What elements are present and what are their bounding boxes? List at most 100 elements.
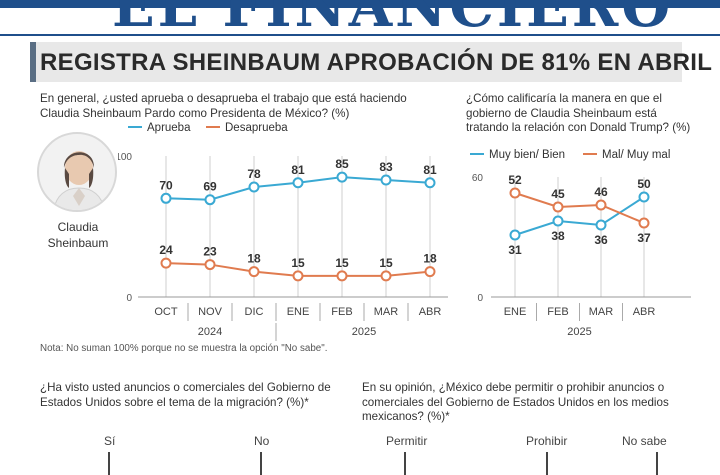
headline: REGISTRA SHEINBAUM APROBACIÓN DE 81% EN … (40, 49, 713, 76)
data-point (292, 177, 304, 189)
data-point (292, 270, 304, 282)
approval-chart: 0 100 OCT NOV DIC ENE FEB MAR ABR 2024 2025 70 69 78 8… (118, 152, 448, 341)
q4-question: En su opinión, ¿México debe permitir o p… (362, 381, 669, 423)
x-tick-label: MAR (589, 306, 614, 318)
data-label: 81 (291, 163, 305, 177)
x-tick-label: MAR (374, 306, 399, 318)
data-label: 69 (203, 180, 217, 194)
data-label: 78 (247, 167, 261, 181)
q3-question: ¿Ha visto usted anuncios o comerciales d… (40, 381, 331, 409)
data-label: 24 (159, 243, 173, 257)
data-point (160, 192, 172, 204)
q4-option-no-sabe-stem (656, 452, 658, 475)
series-line (514, 192, 645, 224)
y-tick-label: 0 (126, 293, 132, 304)
legend-label: Muy bien/ Bien (489, 149, 566, 161)
x-tick-label: NOV (198, 306, 223, 318)
q2-legend-mal: Mal/ Muy mal (583, 149, 670, 161)
data-point (552, 215, 564, 227)
legend-label: Mal/ Muy mal (602, 149, 671, 161)
data-label: 36 (594, 233, 608, 247)
x-tick-label: ENE (504, 306, 527, 318)
data-point (336, 171, 348, 183)
data-label: 31 (508, 243, 522, 257)
legend-swatch (583, 152, 597, 155)
year-label: 2024 (198, 326, 222, 338)
data-label: 18 (423, 252, 437, 266)
x-tick-label: ABR (633, 306, 656, 318)
y-tick-label: 0 (477, 293, 483, 304)
data-label: 85 (335, 157, 349, 171)
q3-option-si-stem (108, 452, 110, 475)
data-label: 83 (379, 160, 393, 174)
data-label: 52 (508, 173, 522, 187)
avatar (37, 132, 117, 212)
year-label: 2025 (567, 326, 591, 338)
footnote: Nota: No suman 100% porque no se muestra… (40, 343, 328, 354)
data-label: 23 (203, 245, 217, 259)
data-point (424, 266, 436, 278)
data-label: 15 (335, 256, 349, 270)
data-label: 81 (423, 163, 437, 177)
data-label: 45 (551, 187, 565, 201)
x-tick-label: FEB (547, 306, 568, 318)
data-point (595, 199, 607, 211)
q2-legend-bien: Muy bien/ Bien (470, 149, 565, 161)
data-point (638, 217, 650, 229)
q1-question: En general, ¿usted aprueba o desaprueba … (40, 92, 407, 120)
data-point (552, 201, 564, 213)
data-point (638, 191, 650, 203)
year-label: 2025 (352, 326, 376, 338)
portrait-icon (53, 151, 105, 210)
data-label: 50 (637, 177, 651, 191)
q1-legend-aprueba: Aprueba (128, 122, 190, 134)
q3-option-si: Sí (104, 434, 116, 448)
data-label: 15 (291, 256, 305, 270)
data-point (160, 257, 172, 269)
masthead-rule (0, 34, 720, 36)
data-label: 37 (637, 231, 651, 245)
legend-swatch (470, 152, 484, 155)
trump-relation-chart: 0 60 ENE FEB MAR ABR 2025 31 38 36 50 52 45 46 37 (472, 173, 691, 338)
data-label: 15 (379, 256, 393, 270)
legend-swatch (206, 125, 220, 128)
q3-option-no-stem (260, 452, 262, 475)
masthead-top-bar (0, 0, 720, 8)
q1-legend-desaprueba: Desaprueba (206, 122, 288, 134)
data-point (424, 177, 436, 189)
q4-option-no-sabe: No sabe (622, 434, 667, 448)
x-tick-label: FEB (331, 306, 352, 318)
data-label: 18 (247, 252, 261, 266)
series-line (514, 196, 645, 236)
data-point (595, 219, 607, 231)
x-tick-label: ENE (287, 306, 310, 318)
legend-label: Aprueba (147, 122, 191, 134)
data-point (248, 181, 260, 193)
q2-question: ¿Cómo calificaría la manera en que el go… (466, 92, 691, 134)
q4-option-permitir: Permitir (386, 434, 428, 448)
data-point (380, 174, 392, 186)
legend-label: Desaprueba (225, 122, 288, 134)
q3-option-no: No (254, 434, 270, 448)
data-point (336, 270, 348, 282)
data-point (204, 194, 216, 206)
y-tick-label: 100 (118, 152, 132, 163)
x-tick-label: DIC (245, 306, 264, 318)
legend-swatch (128, 125, 142, 128)
q4-option-permitir-stem (404, 452, 406, 475)
person-name: Claudia Sheinbaum (47, 220, 109, 250)
data-label: 38 (551, 229, 565, 243)
data-point (204, 259, 216, 271)
data-point (509, 187, 521, 199)
q4-option-prohibir-stem (546, 452, 548, 475)
x-tick-label: ABR (419, 306, 442, 318)
headline-box (30, 42, 682, 82)
data-point (509, 229, 521, 241)
data-label: 46 (594, 185, 608, 199)
data-label: 70 (159, 178, 173, 192)
q4-option-prohibir: Prohibir (526, 434, 568, 448)
x-tick-label: OCT (154, 306, 178, 318)
masthead: EL FINANCIERO (0, 0, 720, 36)
data-point (248, 266, 260, 278)
masthead-title: EL FINANCIERO (112, 0, 674, 36)
